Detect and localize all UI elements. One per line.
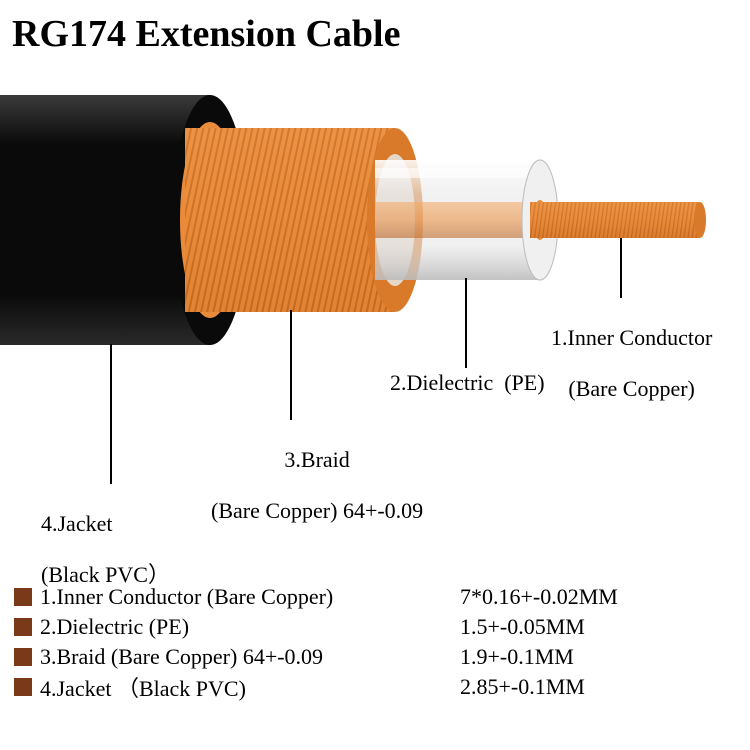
spec-label: 3.Braid (Bare Copper) 64+-0.09 — [40, 644, 460, 670]
conductor-face — [694, 202, 706, 238]
callout-braid-line1: 3.Braid — [284, 447, 349, 472]
callout-dielectric: 2.Dielectric (PE) — [390, 370, 545, 395]
swatch-icon — [14, 678, 32, 696]
spec-table: 1.Inner Conductor (Bare Copper) 7*0.16+-… — [14, 582, 734, 702]
spec-label: 1.Inner Conductor (Bare Copper) — [40, 584, 460, 610]
spec-label: 2.Dielectric (PE) — [40, 614, 460, 640]
leader-inner-conductor — [620, 238, 622, 298]
leader-jacket — [110, 344, 112, 484]
spec-value: 7*0.16+-0.02MM — [460, 584, 710, 610]
callout-inner-line2: (Bare Copper) — [568, 376, 694, 401]
spec-row: 2.Dielectric (PE) 1.5+-0.05MM — [14, 612, 734, 642]
spec-value: 1.5+-0.05MM — [460, 614, 710, 640]
leader-dielectric — [465, 278, 467, 368]
spec-row: 3.Braid (Bare Copper) 64+-0.09 1.9+-0.1M… — [14, 642, 734, 672]
leader-braid — [290, 310, 292, 420]
page-title: RG174 Extension Cable — [12, 12, 400, 56]
swatch-icon — [14, 588, 32, 606]
spec-value: 2.85+-0.1MM — [460, 674, 710, 700]
spec-label: 4.Jacket （Black PVC) — [40, 671, 460, 703]
spec-row: 4.Jacket （Black PVC) 2.85+-0.1MM — [14, 672, 734, 702]
callout-inner-line1: 1.Inner Conductor — [551, 325, 712, 350]
callout-braid-line2: (Bare Copper) 64+-0.09 — [211, 498, 423, 523]
callout-jacket: 4.Jacket (Black PVC） — [30, 486, 170, 587]
callout-inner-conductor: 1.Inner Conductor (Bare Copper) — [540, 300, 712, 401]
spec-value: 1.9+-0.1MM — [460, 644, 710, 670]
callout-braid: 3.Braid (Bare Copper) 64+-0.09 — [200, 422, 423, 523]
swatch-icon — [14, 648, 32, 666]
callout-jacket-line1: 4.Jacket — [41, 511, 112, 536]
spec-row: 1.Inner Conductor (Bare Copper) 7*0.16+-… — [14, 582, 734, 612]
swatch-icon — [14, 618, 32, 636]
